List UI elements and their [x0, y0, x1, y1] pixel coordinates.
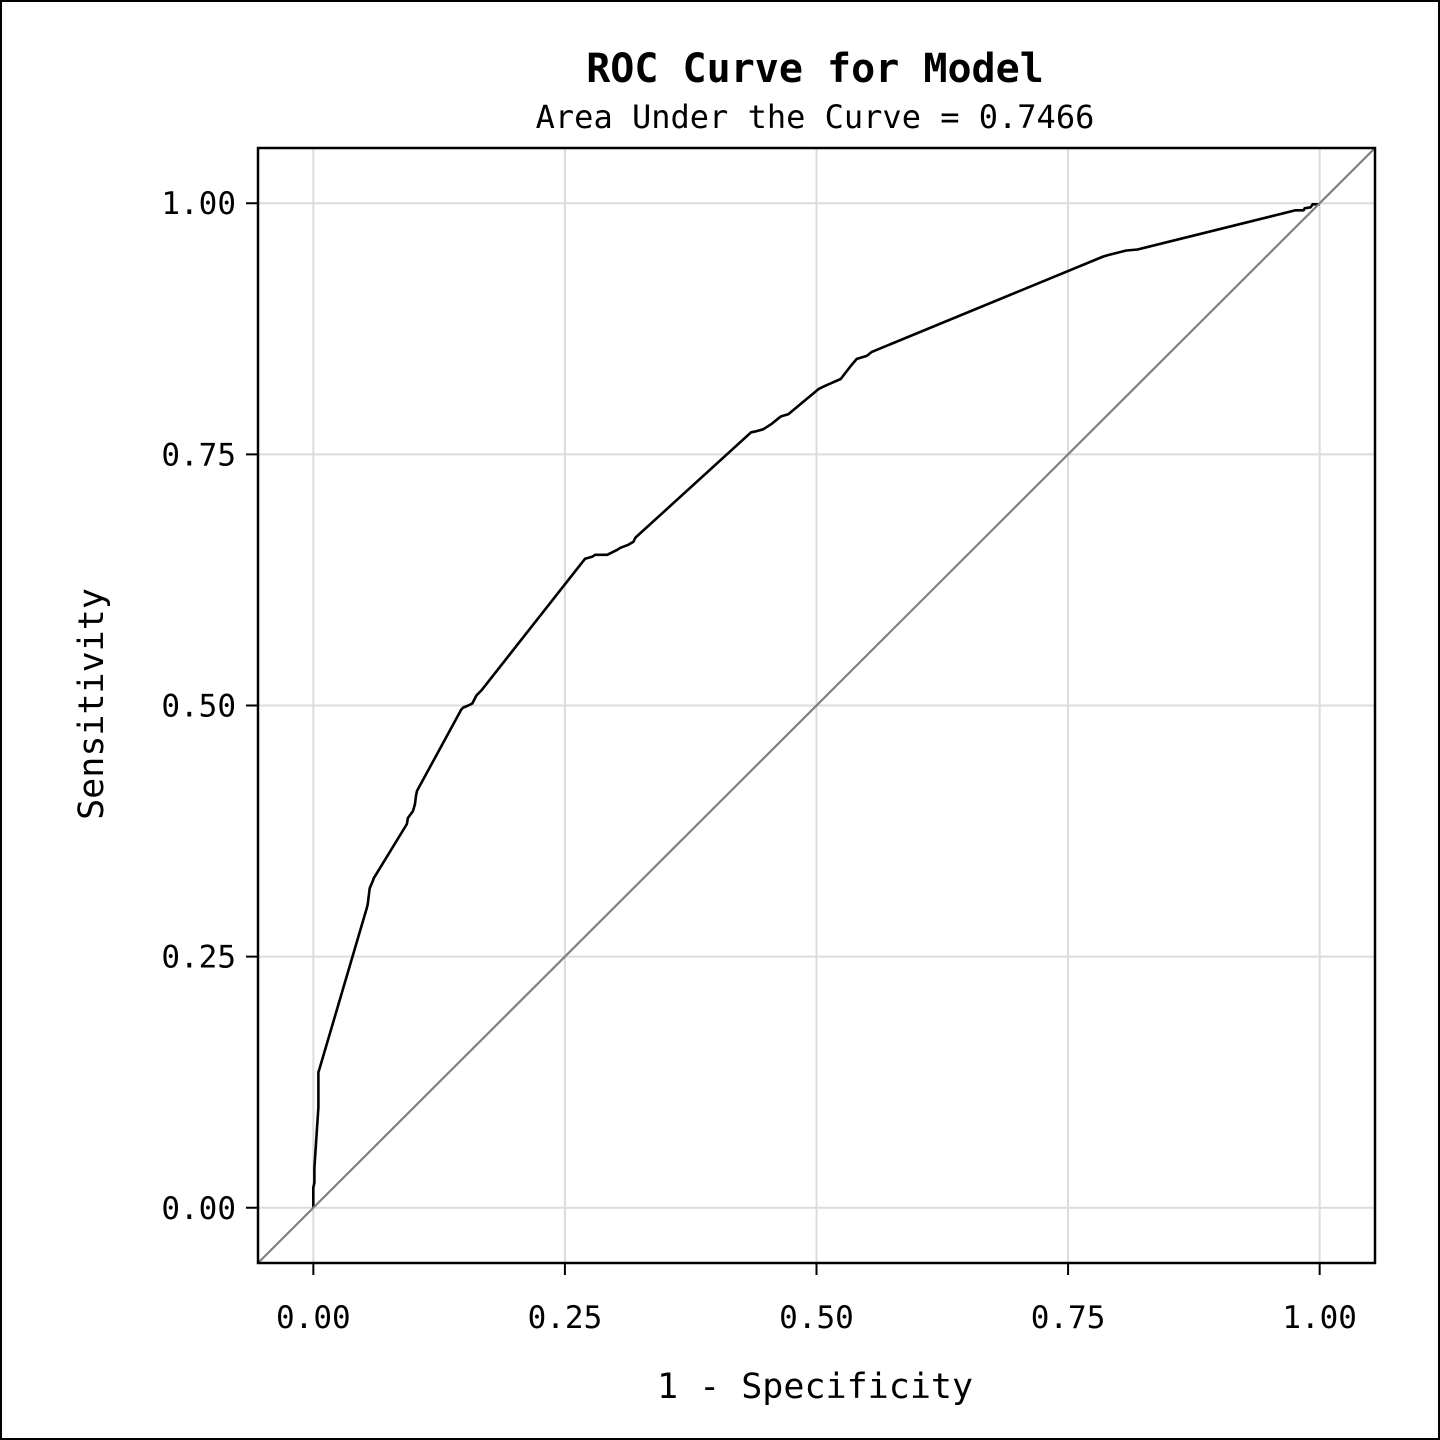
- grid: [258, 148, 1375, 1263]
- y-tick-label: 0.75: [161, 437, 236, 473]
- roc-curve: [311, 203, 1320, 1208]
- x-tick-label: 0.75: [1031, 1300, 1106, 1336]
- axis-ticks: 0.00 0.25 0.50 0.75 1.00 0.00 0.25 0.50 0.75 1.00: [161, 186, 1357, 1336]
- x-tick-label: 1.00: [1282, 1300, 1357, 1336]
- y-tick-label: 0.50: [161, 689, 236, 725]
- reference-diagonal: [257, 147, 1376, 1264]
- x-tick-label: 0.25: [528, 1300, 603, 1336]
- x-tick-label: 0.50: [779, 1300, 854, 1336]
- chart-subtitle: Area Under the Curve = 0.7466: [536, 98, 1095, 136]
- x-tick-label: 0.00: [276, 1300, 351, 1336]
- chart-title: ROC Curve for Model: [586, 46, 1044, 92]
- plot-area: [257, 147, 1376, 1264]
- y-tick-label: 0.00: [161, 1191, 236, 1227]
- y-tick-label: 0.25: [161, 940, 236, 976]
- y-axis-label: Sensitivity: [72, 588, 112, 820]
- x-axis-label: 1 - Specificity: [657, 1367, 973, 1407]
- y-tick-label: 1.00: [161, 186, 236, 222]
